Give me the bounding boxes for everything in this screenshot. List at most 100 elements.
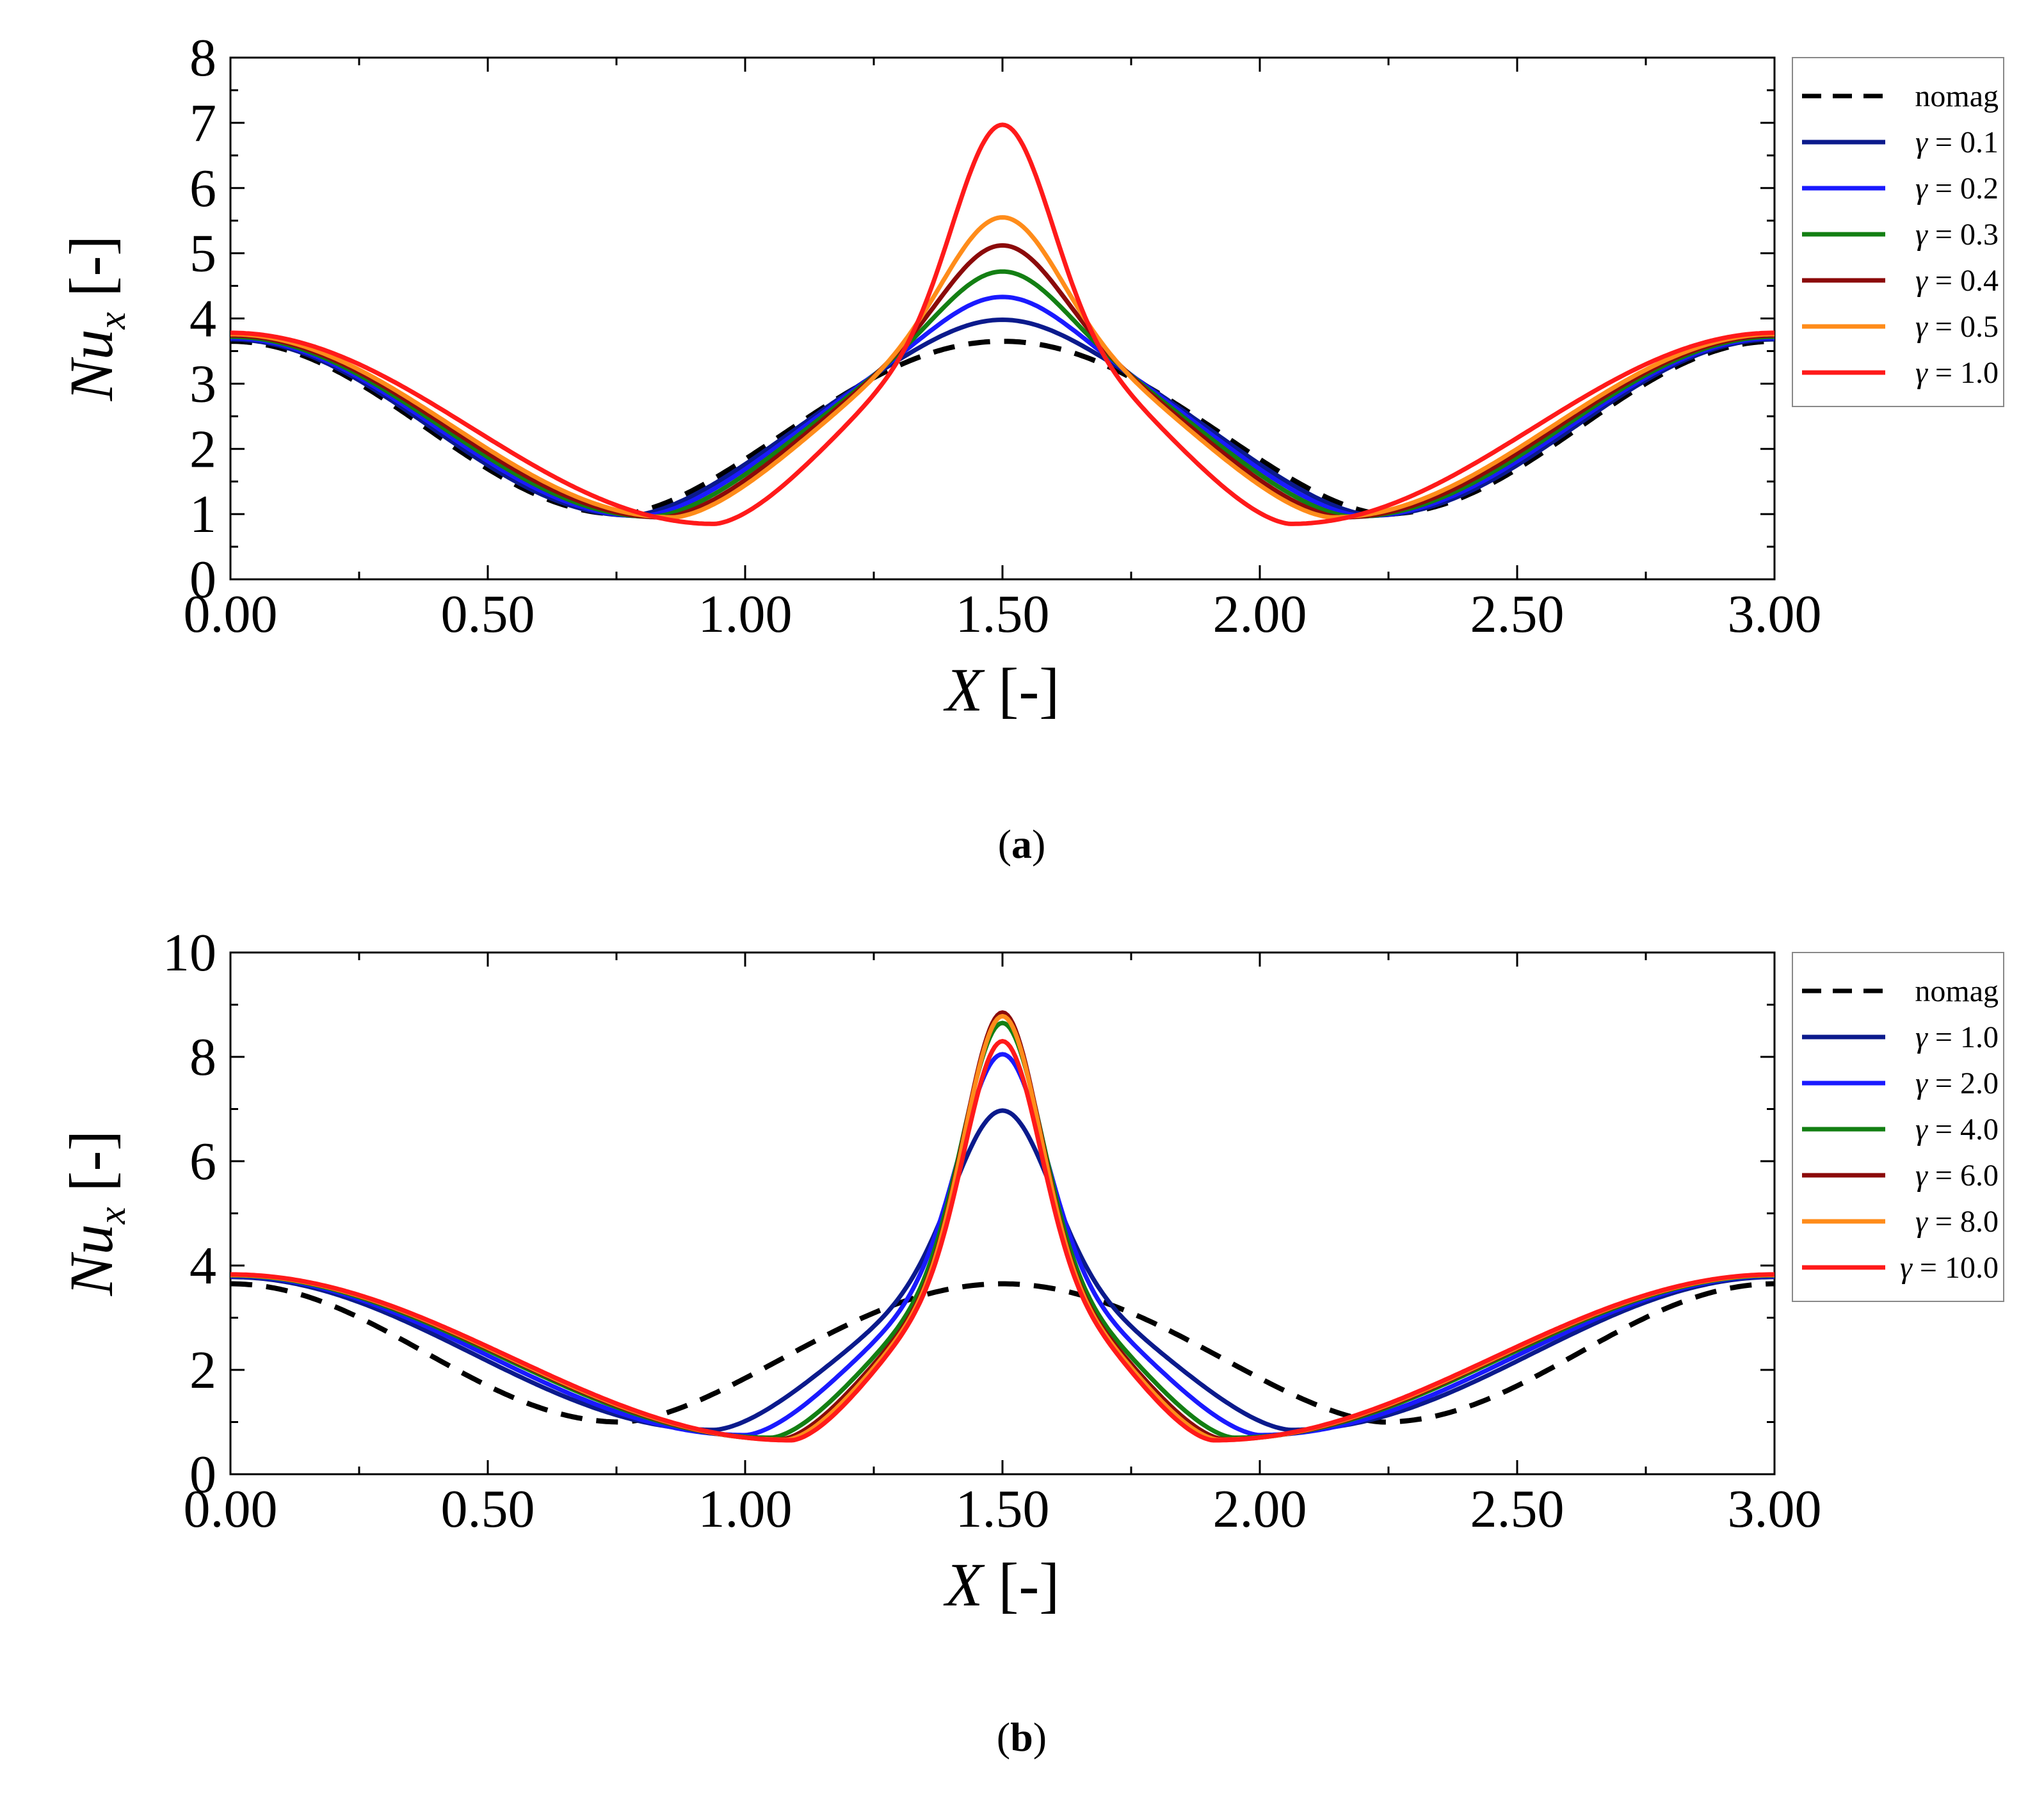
- y-tick-label: 2: [189, 1340, 216, 1400]
- legend-label: γ = 0.1: [1915, 125, 1999, 159]
- x-tick-label: 0.50: [441, 584, 535, 644]
- legend-items: nomag γ = 0.1 γ = 0.2 γ = 0.3 γ = 0.4 γ = 0.5…: [1802, 79, 1999, 390]
- y-tick-label: 8: [189, 1027, 216, 1087]
- legend-label: γ = 8.0: [1915, 1205, 1999, 1239]
- legend-label: γ = 0.2: [1915, 172, 1999, 205]
- legend-item-gamma-0-1: γ = 0.1: [1802, 125, 1999, 159]
- x-axis-unit: [-]: [983, 655, 1059, 724]
- series-line-gamma-0-1: [230, 318, 1774, 518]
- series-lines: [230, 122, 1775, 526]
- series-lines: [230, 1010, 1774, 1443]
- x-tick-label: 2.50: [1470, 584, 1565, 644]
- legend-item-gamma-2-0: γ = 2.0: [1802, 1066, 1999, 1100]
- y-axis-sub: x: [91, 312, 133, 330]
- y-axis-title: Nux [-]: [57, 236, 133, 402]
- y-tick-label: 7: [189, 93, 216, 153]
- x-axis-var: X: [943, 655, 985, 724]
- x-axis-title: X [-]: [943, 1550, 1060, 1619]
- legend-label: γ = 0.5: [1915, 310, 1999, 344]
- y-tick-label: 0: [189, 550, 216, 609]
- series-line-gamma-0-5: [230, 215, 1774, 520]
- x-ticks: [229, 58, 1776, 579]
- y-tick-label: 6: [189, 1132, 216, 1191]
- legend: nomag γ = 1.0 γ = 2.0 γ = 4.0 γ = 6.0 γ = 8.0…: [1792, 952, 2004, 1302]
- x-tick-label: 0.50: [441, 1479, 535, 1539]
- x-tick-label: 2.00: [1213, 584, 1307, 644]
- y-tick-label: 8: [189, 28, 216, 88]
- series-line-nomag: [230, 339, 1774, 517]
- legend-label: γ = 1.0: [1915, 356, 1999, 390]
- y-tick-label: 6: [189, 159, 216, 218]
- series-line-gamma-0-2: [230, 294, 1774, 519]
- legend-item-gamma-0-4: γ = 0.4: [1802, 264, 1999, 298]
- panel-b: 0 2 4 6 8 10 0.00 0.50 1.00 1.50 2.00 2.50 3.00 X […: [57, 923, 2004, 1760]
- legend-label: nomag: [1915, 79, 1999, 113]
- y-tick-label: 10: [163, 923, 216, 983]
- series-line-gamma-0-4: [230, 243, 1774, 520]
- x-axis: 0.00 0.50 1.00 1.50 2.00 2.50 3.00: [184, 1479, 1822, 1539]
- legend-label: γ = 2.0: [1915, 1066, 1999, 1100]
- y-tick-label: 0: [189, 1445, 216, 1504]
- x-tick-label: 0.00: [184, 1479, 278, 1539]
- legend-item-nomag: nomag: [1802, 974, 1999, 1008]
- legend-label: γ = 4.0: [1915, 1113, 1999, 1146]
- y-tick-label: 2: [189, 419, 216, 479]
- legend-label: nomag: [1915, 974, 1999, 1008]
- y-axis-unit: [-]: [57, 236, 125, 312]
- legend-label: γ = 1.0: [1915, 1020, 1999, 1054]
- y-tick-label: 4: [189, 289, 216, 349]
- x-tick-label: 1.00: [698, 1479, 793, 1539]
- legend-item-gamma-1-0: γ = 1.0: [1802, 1020, 1999, 1054]
- legend-item-gamma-1-0: γ = 1.0: [1802, 356, 1999, 390]
- series-line-gamma-10-0: [230, 1039, 1774, 1443]
- x-tick-label: 2.00: [1213, 1479, 1307, 1539]
- series-line-gamma-0-3: [230, 269, 1775, 519]
- x-axis: 0.00 0.50 1.00 1.50 2.00 2.50 3.00: [184, 584, 1822, 644]
- legend-label: γ = 0.4: [1915, 264, 1999, 298]
- legend-label: γ = 0.3: [1915, 218, 1999, 252]
- y-tick-label: 1: [189, 485, 216, 544]
- y-axis-var: Nu: [57, 329, 125, 401]
- x-tick-label: 1.00: [698, 584, 793, 644]
- x-tick-label: 1.50: [956, 584, 1050, 644]
- legend-item-nomag: nomag: [1802, 79, 1999, 113]
- series-line-gamma-2-0: [230, 1052, 1774, 1438]
- legend: nomag γ = 0.1 γ = 0.2 γ = 0.3 γ = 0.4 γ = 0.5…: [1792, 57, 2004, 407]
- y-axis-sub: x: [91, 1207, 133, 1225]
- x-axis-title: X [-]: [943, 655, 1060, 724]
- y-tick-label: 4: [189, 1236, 216, 1296]
- legend-label: γ = 6.0: [1915, 1159, 1999, 1193]
- panel-caption: (a): [998, 821, 1046, 867]
- y-axis-unit: [-]: [57, 1130, 125, 1207]
- series-line-gamma-1-0: [230, 122, 1774, 526]
- x-tick-label: 3.00: [1728, 1479, 1822, 1539]
- y-axis: 0 2 4 6 8 10: [163, 923, 1774, 1504]
- x-tick-label: 2.50: [1470, 1479, 1565, 1539]
- legend-item-gamma-10-0: γ = 10.0: [1802, 1251, 1999, 1285]
- legend-items: nomag γ = 1.0 γ = 2.0 γ = 4.0 γ = 6.0 γ = 8.0…: [1802, 974, 1999, 1285]
- legend-label: γ = 10.0: [1900, 1251, 1999, 1285]
- plot-frame: [229, 951, 1776, 1475]
- legend-item-gamma-0-3: γ = 0.3: [1802, 218, 1999, 252]
- x-axis-unit: [-]: [983, 1550, 1059, 1619]
- y-axis-title: Nux [-]: [57, 1130, 133, 1297]
- x-tick-label: 3.00: [1728, 584, 1822, 644]
- panel-caption: (b): [997, 1714, 1047, 1760]
- series-line-gamma-1-0: [230, 1108, 1774, 1433]
- legend-item-gamma-4-0: γ = 4.0: [1802, 1113, 1999, 1146]
- y-axis-var: Nu: [57, 1224, 125, 1296]
- series-line-gamma-8-0: [230, 1013, 1774, 1442]
- x-axis-var: X: [943, 1550, 985, 1619]
- x-tick-label: 0.00: [184, 584, 278, 644]
- legend-item-gamma-0-2: γ = 0.2: [1802, 172, 1999, 205]
- legend-item-gamma-6-0: γ = 6.0: [1802, 1159, 1999, 1193]
- y-tick-label: 3: [189, 354, 216, 414]
- x-ticks: [229, 953, 1776, 1474]
- legend-item-gamma-8-0: γ = 8.0: [1802, 1205, 1999, 1239]
- series-line-nomag: [230, 1281, 1774, 1425]
- y-tick-label: 5: [189, 224, 216, 284]
- legend-item-gamma-0-5: γ = 0.5: [1802, 310, 1999, 344]
